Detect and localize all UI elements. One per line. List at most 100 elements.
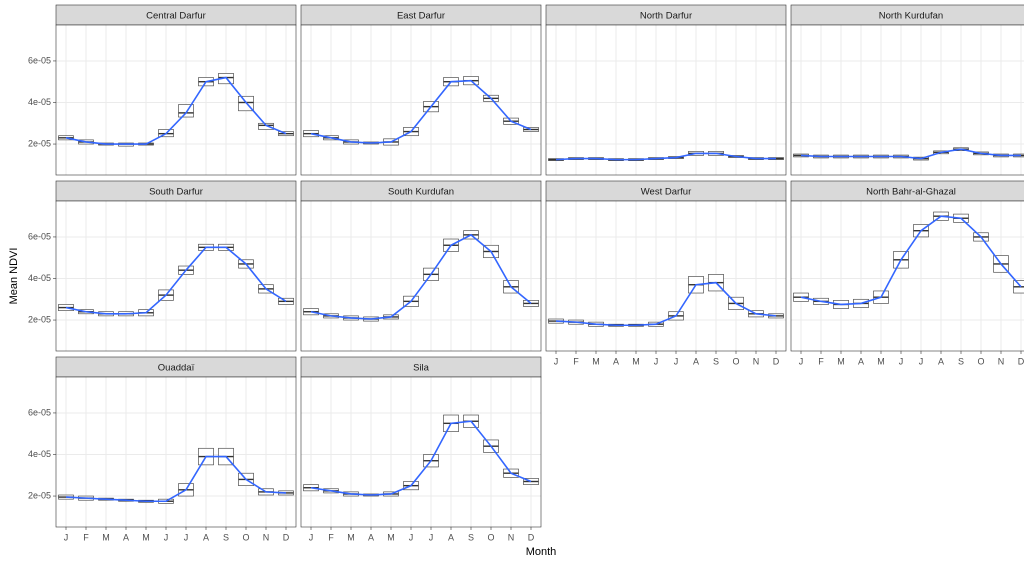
y-tick-label: 2e-05 [28, 314, 51, 324]
panel-border [55, 200, 297, 352]
y-axis-title: Mean NDVI [8, 248, 20, 305]
box [258, 122, 274, 130]
x-tick-label: J [674, 356, 679, 366]
x-tick-label: A [448, 532, 454, 542]
smooth-line [800, 148, 1021, 160]
strip-text: North Bahr-al-Ghazal [866, 187, 956, 198]
x-tick-label: J [64, 532, 69, 542]
smooth-line [65, 246, 287, 315]
x-tick-label: N [263, 532, 270, 542]
strip-text: Ouaddaï [158, 363, 195, 374]
panel [56, 25, 296, 175]
x-tick-label: J [164, 532, 169, 542]
x-tick-label: O [242, 532, 249, 542]
strip-text: Sila [413, 363, 430, 374]
x-tick-label: M [387, 532, 395, 542]
y-tick-label: 2e-05 [28, 490, 51, 500]
x-tick-label: F [328, 532, 334, 542]
x-tick-label: O [487, 532, 494, 542]
panel [56, 201, 296, 351]
x-tick-label: J [409, 532, 414, 542]
smooth-line [310, 79, 532, 144]
x-tick-label: J [899, 356, 904, 366]
x-tick-label: A [858, 356, 864, 366]
x-tick-label: M [632, 356, 640, 366]
x-tick-label: F [818, 356, 824, 366]
panel-border [300, 376, 542, 528]
x-tick-label: A [123, 532, 129, 542]
x-tick-label: S [468, 532, 474, 542]
panel-border [55, 24, 297, 176]
x-tick-label: O [977, 356, 984, 366]
x-tick-label: J [184, 532, 189, 542]
x-tick-label: N [508, 532, 515, 542]
y-tick-label: 6e-05 [28, 55, 51, 65]
x-tick-label: A [203, 532, 209, 542]
smooth-line [310, 420, 532, 496]
x-tick-label: M [142, 532, 150, 542]
smooth-line [310, 233, 532, 320]
x-tick-label: M [837, 356, 845, 366]
strip-text: North Darfur [640, 11, 692, 22]
x-tick-label: M [347, 532, 355, 542]
x-tick-label: S [713, 356, 719, 366]
x-tick-label: A [368, 532, 374, 542]
panel [301, 201, 541, 351]
smooth-line [555, 152, 776, 161]
y-tick-label: 2e-05 [28, 138, 51, 148]
x-tick-label: M [592, 356, 600, 366]
x-tick-label: D [283, 532, 290, 542]
smooth-line [65, 455, 287, 503]
box [178, 104, 194, 118]
x-axis-title: Month [526, 546, 557, 558]
panel [301, 377, 541, 527]
x-tick-label: D [528, 532, 535, 542]
panel-border [300, 200, 542, 352]
strip-text: North Kurdufan [879, 11, 943, 22]
strip-text: South Darfur [149, 187, 203, 198]
y-tick-label: 4e-05 [28, 97, 51, 107]
panel [546, 25, 786, 175]
strip-text: West Darfur [641, 187, 692, 198]
x-tick-label: D [773, 356, 780, 366]
panel [301, 25, 541, 175]
x-tick-label: J [309, 532, 314, 542]
x-tick-label: M [102, 532, 110, 542]
x-tick-label: O [732, 356, 739, 366]
x-tick-label: F [83, 532, 89, 542]
smooth-line [555, 281, 777, 327]
y-tick-label: 4e-05 [28, 449, 51, 459]
panel [791, 25, 1024, 175]
panel [56, 377, 296, 527]
panel [546, 201, 786, 351]
x-tick-label: J [919, 356, 924, 366]
strip-text: South Kurdufan [388, 187, 454, 198]
y-tick-label: 6e-05 [28, 231, 51, 241]
panel-border [545, 24, 787, 176]
panel-border [300, 24, 542, 176]
x-tick-label: N [998, 356, 1005, 366]
x-tick-label: J [654, 356, 659, 366]
x-tick-label: A [938, 356, 944, 366]
x-tick-label: F [573, 356, 579, 366]
smooth-line [65, 76, 287, 145]
panel-border [790, 24, 1024, 176]
x-tick-label: N [753, 356, 760, 366]
panel-border [790, 200, 1024, 352]
x-tick-label: A [613, 356, 619, 366]
panel-border [545, 200, 787, 352]
x-tick-label: J [429, 532, 434, 542]
x-tick-label: J [554, 356, 559, 366]
x-tick-label: A [693, 356, 699, 366]
smooth-line [800, 215, 1022, 306]
panel-border [55, 376, 297, 528]
x-tick-label: D [1018, 356, 1024, 366]
x-tick-label: M [877, 356, 885, 366]
strip-text: Central Darfur [146, 11, 206, 22]
y-tick-label: 6e-05 [28, 407, 51, 417]
x-tick-label: S [223, 532, 229, 542]
panel [791, 201, 1024, 351]
x-tick-label: J [799, 356, 804, 366]
